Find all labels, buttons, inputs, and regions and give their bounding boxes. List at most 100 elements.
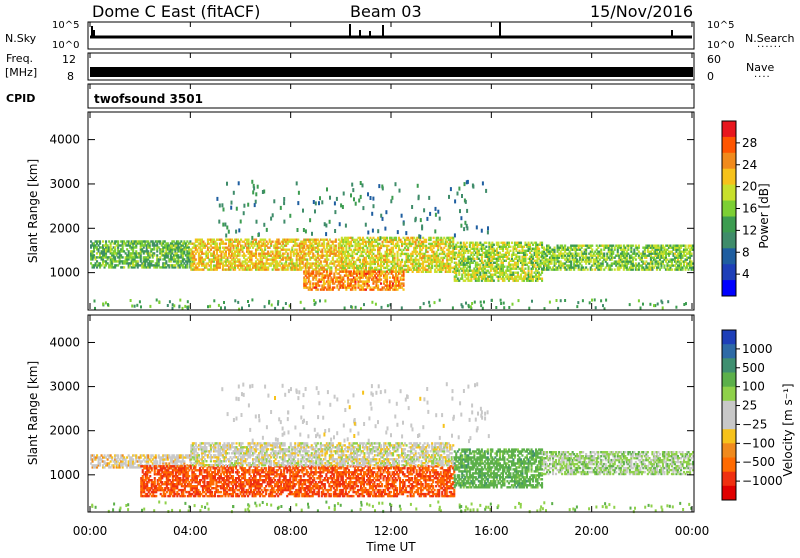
ground-cell <box>207 305 209 308</box>
data-cell <box>255 239 257 241</box>
scatter-cell <box>216 197 218 201</box>
scatter-cell <box>476 225 478 229</box>
scatter-cell <box>223 208 225 212</box>
scatter-cell <box>283 197 285 201</box>
ground-cell <box>381 306 383 309</box>
scatter-cell <box>373 204 375 208</box>
data-cell <box>526 254 528 256</box>
data-cell <box>443 251 445 253</box>
ground-cell <box>248 304 250 307</box>
ground-cell <box>271 304 273 307</box>
data-cell <box>248 239 250 241</box>
scatter-cell <box>238 228 240 232</box>
ground-cell <box>474 301 476 304</box>
scatter-cell <box>461 194 463 198</box>
ground-cell <box>130 299 132 302</box>
scatter-cell <box>457 192 459 196</box>
ground-cell <box>653 304 655 307</box>
scatter-cell <box>466 180 468 184</box>
scatter-cell <box>378 184 380 188</box>
ground-cell <box>158 301 160 304</box>
ground-cell <box>557 307 559 310</box>
data-cell <box>189 240 191 242</box>
scatter-cell <box>296 181 298 185</box>
data-cell <box>591 245 593 247</box>
scatter-cell <box>254 203 256 207</box>
nave-dots: ···· <box>754 72 771 83</box>
colorbar-swatch <box>722 264 736 280</box>
ground-cell <box>300 301 302 304</box>
ground-cell <box>140 305 142 308</box>
data-cell <box>503 266 505 268</box>
scatter-cell <box>485 189 487 193</box>
ground-cell <box>564 299 566 302</box>
scatter-cell <box>384 227 386 231</box>
data-cell <box>395 237 397 239</box>
data-cell <box>524 268 526 270</box>
ground-cell <box>241 307 243 310</box>
scatter-cell <box>226 182 228 186</box>
data-cell <box>380 282 382 284</box>
ground-cell <box>495 306 497 309</box>
data-cell <box>497 242 499 244</box>
y-tick-label: 2000 <box>49 221 80 235</box>
data-cell <box>395 270 397 272</box>
data-cell <box>528 266 530 268</box>
data-cell <box>117 240 119 242</box>
data-cell <box>195 258 197 260</box>
data-cell <box>663 264 665 266</box>
data-cell <box>635 258 637 260</box>
nsearch-bottom-tick: 10^0 <box>707 40 734 51</box>
ground-cell <box>237 301 239 304</box>
scatter-cell <box>329 220 331 224</box>
scatter-cell <box>403 222 405 226</box>
scatter-cell <box>399 189 401 193</box>
data-cell <box>123 266 125 268</box>
data-cell <box>330 266 332 268</box>
scatter-cell <box>472 184 474 188</box>
nave-bottom-tick: 0 <box>707 70 714 83</box>
colorbar-swatch <box>722 185 736 201</box>
scatter-cell <box>487 226 489 230</box>
nsearch-dots: ······ <box>757 42 782 53</box>
scatter-cell <box>334 201 336 205</box>
data-cell <box>518 256 520 258</box>
ground-cell <box>344 307 346 310</box>
data-cell <box>326 270 328 272</box>
data-cell <box>520 242 522 244</box>
ground-cell <box>549 301 551 304</box>
colorbar-tick-label: 8 <box>742 245 750 259</box>
ground-cell <box>589 301 591 304</box>
ground-cell <box>428 301 430 304</box>
scatter-cell <box>362 183 364 187</box>
data-cell <box>153 252 155 254</box>
ground-cell <box>218 304 220 307</box>
scatter-cell <box>458 187 460 191</box>
colorbar-swatch <box>722 201 736 217</box>
y-tick-label: 3000 <box>49 177 80 191</box>
ground-cell <box>657 303 659 306</box>
scatter-cell <box>311 232 313 236</box>
data-cell <box>317 288 319 290</box>
scatter-cell <box>405 231 407 235</box>
data-cell <box>374 249 376 251</box>
data-cell <box>591 249 593 251</box>
data-cell <box>541 278 543 280</box>
scatter-cell <box>460 216 462 220</box>
scatter-cell <box>255 192 257 196</box>
ground-cell <box>213 299 215 302</box>
nsky-top-tick: 10^5 <box>52 20 79 31</box>
freq-bottom-tick: 8 <box>67 70 74 83</box>
data-cell <box>239 258 241 260</box>
y-tick-label: 1000 <box>49 266 80 280</box>
ground-cell <box>350 305 352 308</box>
scatter-cell <box>381 185 383 189</box>
ground-cell <box>247 300 249 303</box>
ground-cell <box>577 301 579 304</box>
colorbar-swatch <box>722 280 736 296</box>
scatter-cell <box>429 212 431 216</box>
ground-cell <box>503 302 505 305</box>
data-cell <box>398 245 400 247</box>
scatter-cell <box>334 210 336 214</box>
scatter-cell <box>318 201 320 205</box>
